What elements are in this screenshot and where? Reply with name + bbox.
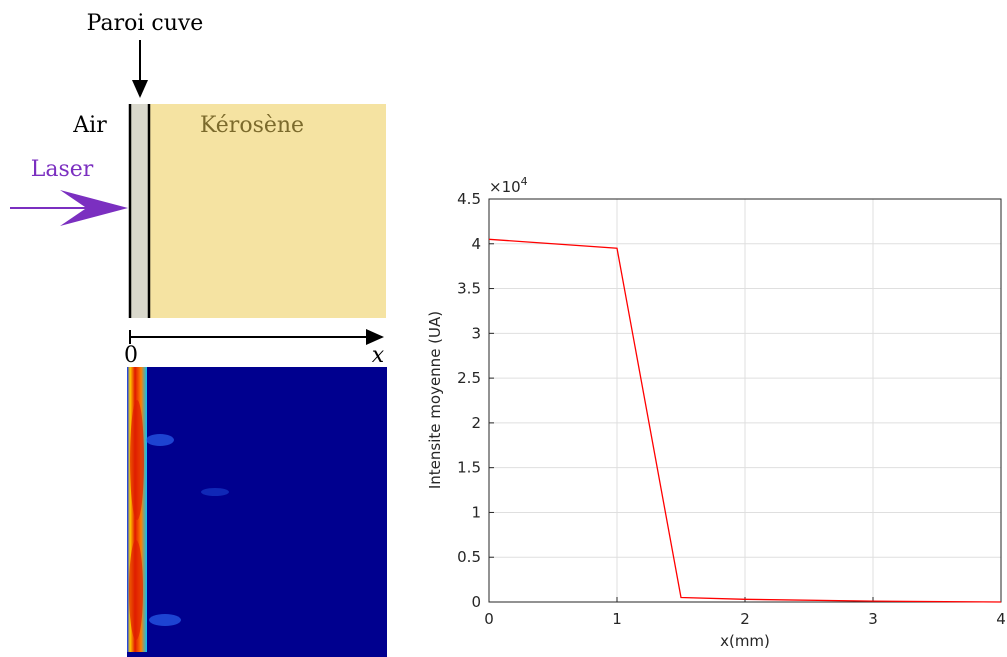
x-tick-label: 2 [740,610,750,628]
y-tick-label: 4.5 [457,190,481,208]
y-tick-label: 1.5 [457,459,481,477]
y-multiplier: ×104 [489,175,528,196]
y-tick-label: 2.5 [457,369,481,387]
data-line [488,238,1002,603]
y-tick-label: 3.5 [457,280,481,298]
laser-arrow [10,190,128,226]
y-multiplier-base: ×10 [489,178,521,196]
laser-label: Laser [31,157,94,182]
x-tick-label: 4 [996,610,1006,628]
x-tick-label: 0 [484,610,494,628]
x-axis-label: x(mm) [720,632,770,650]
y-tick-label: 2 [471,414,481,432]
y-tick-label: 3 [471,324,481,342]
liquid-label: Kérosène [200,113,304,138]
wall [130,104,149,318]
y-tick-label: 4 [471,235,481,253]
air-label: Air [72,113,107,138]
axis-label: x [372,343,385,368]
y-tick-label: 0 [471,593,481,611]
axis-origin: 0 [124,343,138,368]
kerosene-region [150,104,386,318]
wall-label: Paroi cuve [87,11,204,36]
intensity-image [127,367,387,657]
y-tick-label: 1 [471,503,481,521]
x-tick-label: 1 [612,610,622,628]
y-tick-label: 0.5 [457,548,481,566]
y-axis-label: Intensite moyenne (UA) [426,311,444,489]
y-multiplier-exp: 4 [521,175,528,188]
x-tick-label: 3 [868,610,878,628]
